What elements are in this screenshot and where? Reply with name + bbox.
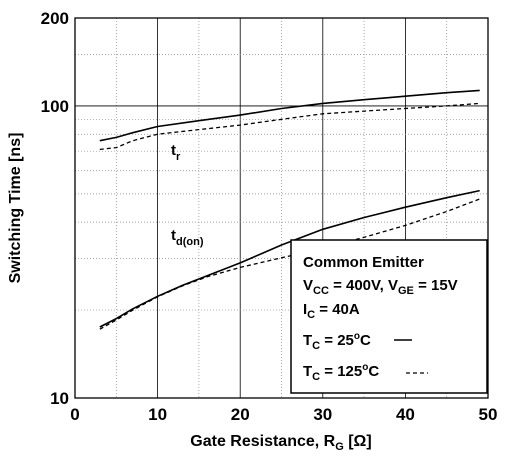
x-tick-label: 20 bbox=[231, 405, 250, 424]
legend-box: Common Emitter VCC = 400V, VGE = 15V IC … bbox=[290, 239, 488, 394]
series-tr-125c bbox=[99, 102, 480, 151]
y-tick-label: 200 bbox=[41, 9, 69, 28]
curves bbox=[99, 89, 480, 330]
y-axis-title: Switching Time [ns] bbox=[7, 133, 24, 284]
y-tick-label: 10 bbox=[50, 389, 69, 408]
tdon-curve-label: td(on) bbox=[171, 227, 204, 248]
x-tick-label: 10 bbox=[148, 405, 167, 424]
x-tick-label: 50 bbox=[479, 405, 498, 424]
legend-title: Common Emitter bbox=[303, 254, 424, 271]
series-tdon-25c bbox=[99, 189, 480, 328]
series-tdon-125c bbox=[99, 198, 480, 330]
series-tr-25c bbox=[99, 89, 480, 142]
x-tick-label: 40 bbox=[396, 405, 415, 424]
x-tick-label: 30 bbox=[313, 405, 332, 424]
legend-test-voltages: VCC = 400V, VGE = 15V bbox=[303, 277, 458, 297]
x-axis-title: Gate Resistance, RG [Ω] bbox=[190, 433, 371, 453]
legend-test-current: IC = 40A bbox=[303, 301, 360, 321]
tr-curve-label: tr bbox=[171, 142, 181, 163]
y-tick-label: 100 bbox=[41, 97, 69, 116]
legend-entry-25c: TC = 25oC bbox=[303, 331, 371, 352]
x-tick-label: 0 bbox=[70, 405, 79, 424]
plot-frame bbox=[74, 17, 489, 399]
legend-entry-125c: TC = 125oC bbox=[303, 362, 379, 383]
